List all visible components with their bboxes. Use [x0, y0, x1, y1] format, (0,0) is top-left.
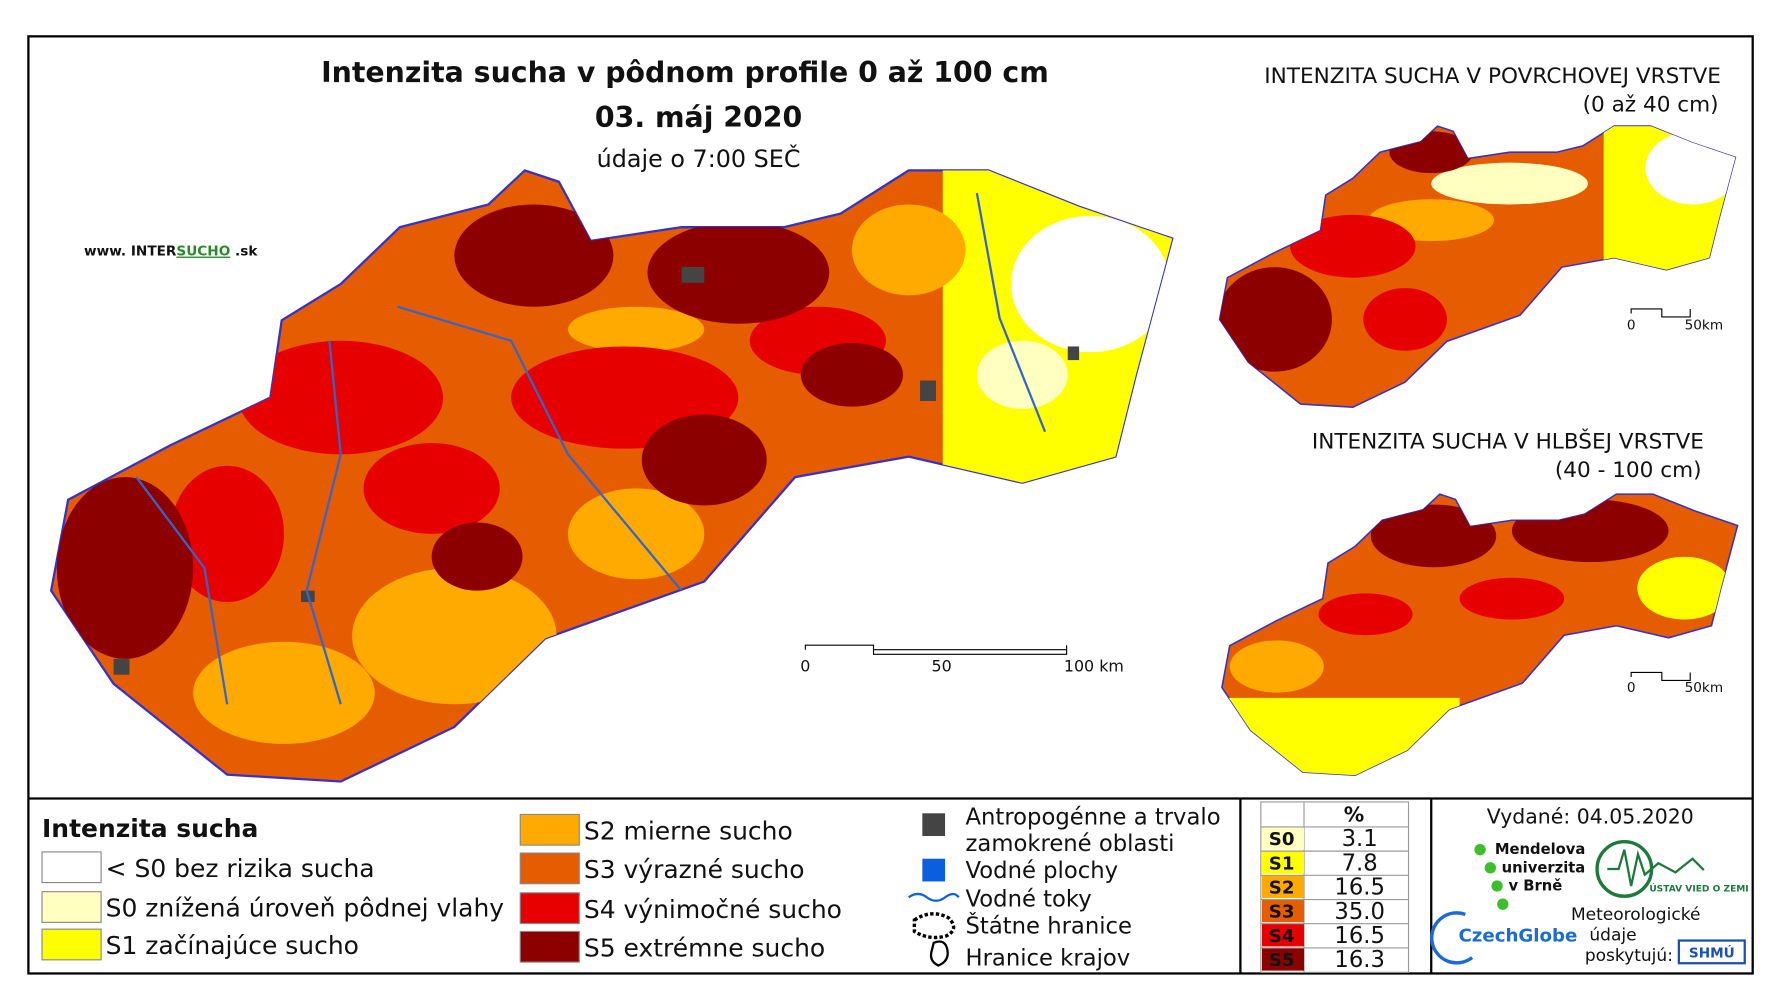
czechglobe-arc [1430, 911, 1474, 965]
main-scale-bar [804, 644, 1068, 655]
class-label: S3 [1269, 902, 1295, 923]
issued: Vydané: 04.05.2020 [1487, 805, 1694, 829]
legend-swatch [41, 928, 102, 961]
inset-scale-bar [1630, 308, 1691, 318]
logo-text: Mendelova [1495, 841, 1586, 858]
logo-text: v Brně [1508, 878, 1562, 895]
legend-swatch [41, 891, 102, 923]
inset-subtitle: (40 - 100 cm) [1555, 458, 1702, 483]
date: 03. máj 2020 [595, 101, 802, 134]
percent-value: 35.0 [1334, 899, 1385, 925]
legend-label: Hranice krajov [966, 946, 1131, 972]
region-icon [929, 940, 949, 967]
legend-label: Vodné plochy [966, 858, 1119, 884]
legend: < S0 bez rizika sucha S0 znížená úroveň p… [41, 813, 842, 963]
legend-swatch [41, 851, 102, 884]
scale-label: 0 [1627, 317, 1636, 333]
legend-swatch [519, 852, 580, 885]
scale-label: 100 km [1064, 656, 1124, 675]
logo-text: Meteorologické [1571, 905, 1700, 925]
anthropogenic-icon [922, 813, 946, 837]
legend-label: S3 výrazné sucho [584, 855, 805, 884]
shmu-logo [1677, 939, 1746, 965]
percent-value: 3.1 [1342, 826, 1378, 852]
legend-label: S2 mierne sucho [584, 816, 793, 845]
percent-table: S0 3.1 S1 7.8 S2 16.5 S3 35.0 S4 16.5 S5 16.3 [1260, 801, 1410, 973]
water-icon [922, 858, 946, 882]
legend-swatch [519, 813, 580, 846]
legend-swatch [519, 930, 580, 963]
scale-label: 50km [1685, 317, 1724, 333]
class-label: S4 [1269, 926, 1295, 947]
legend-label: < S0 bez rizika sucha [106, 854, 375, 883]
website-highlight: SUCHO [176, 244, 230, 260]
class-cell [1261, 923, 1305, 947]
logo-text: SHMÚ [1689, 944, 1735, 962]
logo-text: údaje [1589, 926, 1636, 946]
legend-label: Antropogénne a trvalo [966, 805, 1221, 831]
class-cell [1261, 899, 1305, 923]
class-label: S5 [1269, 950, 1295, 971]
class-label: S2 [1269, 877, 1295, 898]
inset-title: INTENZITA SUCHA V POVRCHOVEJ VRSTVE [1264, 64, 1721, 89]
percent-value: 7.8 [1342, 850, 1378, 876]
legend-label: S1 začínajúce sucho [106, 931, 359, 960]
inset-title: INTENZITA SUCHA V HLBŠEJ VRSTVE [1312, 429, 1704, 455]
percent-value: 16.3 [1334, 947, 1385, 973]
website-suffix: .sk [230, 244, 258, 260]
legend-label: S4 výnimočné sucho [584, 895, 842, 924]
logo-text: poskytujú: [1585, 946, 1673, 966]
class-label: S0 [1269, 829, 1295, 850]
inset-map-surface [1218, 125, 1737, 408]
class-cell [1261, 947, 1305, 971]
mendel-dots [1474, 843, 1509, 910]
logo-text: ÚSTAV VIED O ZEMI [1649, 883, 1748, 895]
class-cell [1261, 826, 1305, 850]
main-map [49, 169, 1174, 783]
border-icon [912, 912, 956, 940]
title: Intenzita sucha v pôdnom profile 0 až 10… [321, 56, 1049, 89]
legend-label: Vodné toky [966, 886, 1092, 912]
scale-label: 0 [800, 656, 810, 675]
class-cell [1261, 851, 1305, 874]
percent-value: 16.5 [1334, 875, 1385, 901]
table-header: % [1344, 802, 1364, 826]
legend-label: S5 extrémne sucho [584, 933, 825, 962]
scale-label: 50 [932, 656, 952, 675]
inset-scale-bar [1630, 671, 1691, 681]
percent-value: 16.5 [1334, 923, 1385, 949]
ustav-wave [1607, 849, 1705, 887]
time-note: údaje o 7:00 SEČ [597, 145, 801, 173]
inset-subtitle: (0 až 40 cm) [1583, 92, 1719, 117]
logo-text: CzechGlobe [1458, 926, 1577, 947]
river-icon [908, 892, 960, 902]
scale-label: 50km [1685, 680, 1724, 696]
class-label: S1 [1269, 853, 1295, 874]
class-cell [1261, 875, 1305, 899]
legend-label: Štátne hranice [966, 912, 1132, 940]
legend-label: zamokrené oblasti [966, 831, 1175, 857]
website-prefix: www. INTER [84, 244, 177, 260]
website: www. INTERSUCHO .sk [84, 244, 258, 260]
legend-title: Intenzita sucha [42, 814, 258, 843]
scale-label: 0 [1627, 680, 1636, 696]
legend-label: S0 znížená úroveň pôdnej vlahy [106, 894, 505, 923]
logo-text: univerzita [1502, 859, 1586, 876]
legend-swatch [519, 892, 580, 925]
